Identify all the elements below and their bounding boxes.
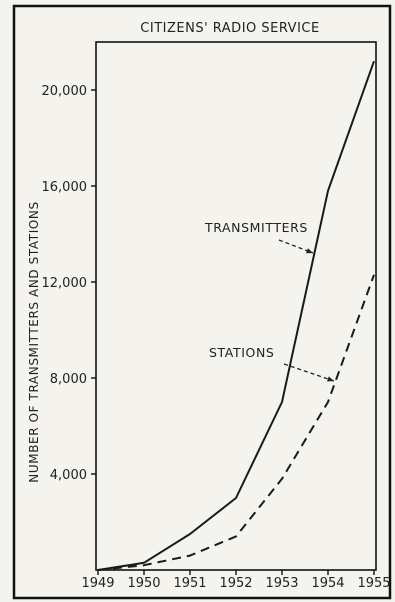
annotation-layer: TRANSMITTERS STATIONS [204, 220, 335, 382]
x-tick-label: 1949 [81, 576, 114, 591]
y-axis-title: NUMBER OF TRANSMITTERS AND STATIONS [27, 201, 41, 482]
y-tick-label: 12,000 [42, 276, 88, 291]
y-tick-label: 20,000 [42, 84, 88, 99]
series-layer [97, 60, 375, 571]
x-tick-label: 1950 [127, 576, 160, 591]
plot-area-frame [95, 41, 377, 571]
x-tick-label: 1953 [265, 576, 298, 591]
series-line-transmitters [97, 60, 375, 571]
x-tick-label: 1951 [173, 576, 206, 591]
y-tick-label: 4,000 [50, 468, 87, 483]
x-tick-label: 1954 [311, 576, 344, 591]
y-tick-label: 16,000 [42, 180, 88, 195]
chart-title: CITIZENS' RADIO SERVICE [140, 21, 319, 36]
annotation-transmitters: TRANSMITTERS [204, 220, 308, 235]
leader-arrow-stations-head [327, 376, 334, 382]
leader-arrow-stations [283, 363, 335, 382]
series-line-stations [97, 274, 375, 571]
x-tick-label: 1952 [219, 576, 252, 591]
leader-arrow-transmitters-head [306, 248, 313, 254]
x-tick-label: 1955 [357, 576, 390, 591]
ticks-layer: 4,000 8,000 12,000 16,000 20,000 1949 1950 1951… [42, 84, 391, 591]
annotation-stations: STATIONS [209, 345, 274, 360]
y-tick-label: 8,000 [50, 372, 87, 387]
outer-frame [12, 4, 392, 600]
